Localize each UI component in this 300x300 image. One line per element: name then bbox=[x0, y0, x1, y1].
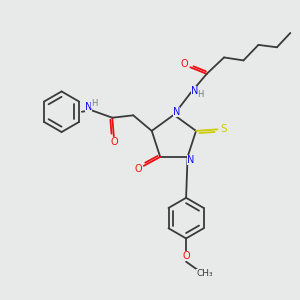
Text: O: O bbox=[182, 251, 190, 261]
Text: O: O bbox=[110, 137, 118, 147]
Text: N: N bbox=[191, 86, 198, 96]
Text: O: O bbox=[135, 164, 142, 174]
Text: O: O bbox=[181, 59, 188, 69]
Text: S: S bbox=[221, 124, 227, 134]
Text: N: N bbox=[85, 102, 92, 112]
Text: N: N bbox=[172, 107, 180, 117]
Text: CH₃: CH₃ bbox=[196, 269, 213, 278]
Text: H: H bbox=[198, 90, 204, 99]
Text: H: H bbox=[91, 99, 98, 108]
Text: N: N bbox=[187, 155, 194, 166]
